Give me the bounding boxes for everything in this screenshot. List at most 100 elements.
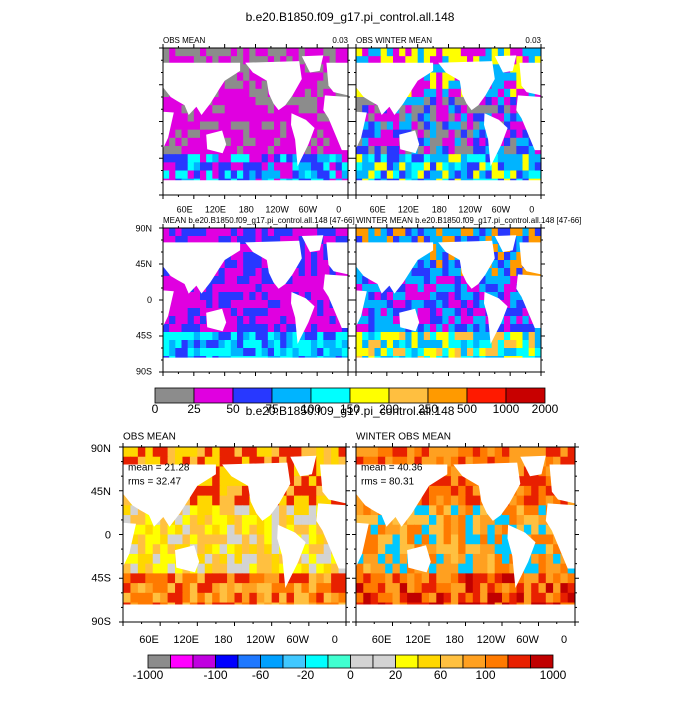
map-cell bbox=[436, 284, 443, 293]
map-cell bbox=[255, 348, 263, 357]
map-cell bbox=[392, 583, 401, 594]
map-cell bbox=[414, 515, 423, 526]
map-cell bbox=[323, 563, 332, 574]
map-cell bbox=[430, 340, 437, 349]
map-cell bbox=[510, 105, 517, 114]
map-cell bbox=[286, 583, 295, 594]
map-cell bbox=[485, 154, 493, 163]
map-cell bbox=[485, 332, 493, 341]
map-cell bbox=[241, 563, 250, 574]
panel-title: OBS MEAN bbox=[123, 432, 176, 443]
map-cell bbox=[145, 456, 154, 468]
map-cell bbox=[292, 276, 300, 285]
map-cell bbox=[187, 300, 195, 309]
map-cell bbox=[212, 113, 220, 123]
panel-title: WINTER MEAN b.e20.B1850.f09_g17.pi_contr… bbox=[356, 216, 581, 225]
map-cell bbox=[271, 505, 280, 516]
map-cell bbox=[212, 466, 221, 477]
map-cell bbox=[218, 97, 226, 106]
map-cell bbox=[145, 534, 154, 545]
map-cell bbox=[234, 583, 243, 594]
map-cell bbox=[460, 308, 468, 317]
map-cell bbox=[206, 300, 213, 309]
map-cell bbox=[316, 456, 325, 468]
map-cell bbox=[497, 340, 505, 349]
map-cell bbox=[430, 324, 437, 333]
map-cell bbox=[545, 495, 554, 506]
map-cell bbox=[385, 534, 394, 545]
map-cell bbox=[230, 48, 238, 57]
map-cell bbox=[411, 113, 419, 123]
map-cell bbox=[341, 146, 348, 155]
map-cell bbox=[480, 544, 488, 555]
map-cell bbox=[243, 48, 250, 57]
map-cell bbox=[523, 485, 532, 497]
map-cell bbox=[227, 515, 236, 526]
map-cell bbox=[374, 162, 382, 172]
map-cell bbox=[377, 553, 386, 565]
map-cell bbox=[243, 129, 250, 139]
map-cell bbox=[479, 340, 487, 349]
map-cell bbox=[356, 97, 363, 106]
map-cell bbox=[430, 252, 437, 261]
map-cell bbox=[175, 456, 184, 468]
map-cell bbox=[197, 592, 206, 604]
map-cell bbox=[234, 573, 243, 584]
map-cell bbox=[224, 348, 232, 357]
map-cell bbox=[454, 292, 462, 301]
map-cell bbox=[317, 292, 324, 301]
map-cell bbox=[175, 236, 183, 245]
map-cell bbox=[436, 162, 443, 172]
map-cell bbox=[448, 80, 456, 90]
map-cell bbox=[356, 228, 363, 237]
map-cell bbox=[448, 236, 456, 245]
map-cell bbox=[454, 260, 462, 269]
land bbox=[407, 545, 431, 573]
map-cell bbox=[267, 146, 275, 155]
map-cell bbox=[538, 544, 547, 555]
map-cell bbox=[249, 332, 257, 341]
map-cell bbox=[436, 300, 443, 309]
land bbox=[163, 111, 174, 148]
map-cell bbox=[460, 154, 468, 163]
map-cell bbox=[443, 534, 452, 545]
map-cell bbox=[160, 456, 169, 468]
map-cell bbox=[280, 154, 287, 163]
map-cell bbox=[516, 252, 524, 261]
map-cell bbox=[329, 340, 337, 349]
map-cell bbox=[193, 308, 201, 317]
map-cell bbox=[243, 146, 250, 155]
map-cell bbox=[243, 154, 250, 163]
map-cell bbox=[175, 332, 183, 341]
map-cell bbox=[130, 456, 139, 468]
map-cell bbox=[167, 563, 176, 574]
map-cell bbox=[335, 154, 343, 163]
map-cell bbox=[368, 48, 376, 57]
map-cell bbox=[448, 56, 456, 65]
map-cell bbox=[374, 292, 382, 301]
map-cell bbox=[399, 553, 408, 565]
map-cell bbox=[516, 146, 524, 155]
map-cell bbox=[323, 583, 332, 594]
map-cell bbox=[429, 592, 437, 604]
map-cell bbox=[175, 300, 183, 309]
map-cell bbox=[145, 573, 154, 584]
map-cell bbox=[491, 162, 499, 172]
map-cell bbox=[264, 524, 273, 536]
map-cell bbox=[363, 447, 372, 458]
map-cell bbox=[311, 276, 318, 285]
map-cell bbox=[227, 544, 236, 555]
colorbar-label: -60 bbox=[252, 668, 270, 682]
map-cell bbox=[267, 97, 275, 106]
map-cell bbox=[286, 316, 294, 325]
map-cell bbox=[212, 56, 220, 65]
map-cell bbox=[448, 129, 456, 139]
map-cell bbox=[274, 324, 281, 333]
map-cell bbox=[200, 348, 207, 357]
map-cell bbox=[200, 324, 207, 333]
map-cell bbox=[407, 573, 415, 584]
map-cell bbox=[442, 80, 450, 90]
map-cell bbox=[399, 48, 406, 57]
y-tick-label: 90N bbox=[91, 443, 111, 455]
map-cell bbox=[169, 146, 176, 155]
